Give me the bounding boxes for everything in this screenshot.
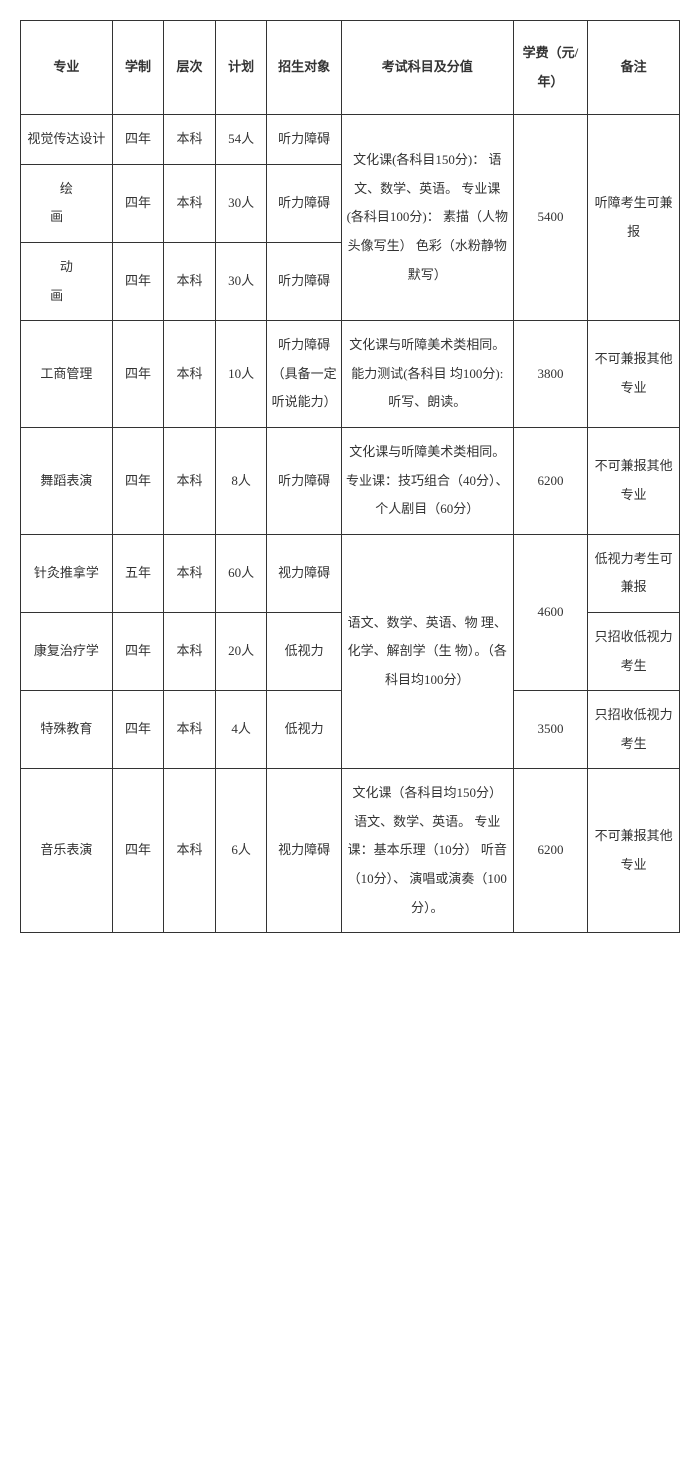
cell-dur: 四年 [112, 691, 164, 769]
cell-fee-med: 4600 [513, 534, 587, 690]
admissions-table: 专业 学制 层次 计划 招生对象 考试科目及分值 学费（元/年） 备注 视觉传达… [20, 20, 680, 933]
cell-exam: 文化课与听障美术类相同。能力测试(各科目 均100分):听写、朗读。 [341, 321, 513, 428]
cell-major: 绘画 [21, 164, 113, 242]
cell-lvl: 本科 [164, 427, 216, 534]
cell-lvl: 本科 [164, 242, 216, 320]
table-row: 舞蹈表演 四年 本科 8人 听力障碍 文化课与听障美术类相同。 专业课：技巧组合… [21, 427, 680, 534]
cell-note-art: 听障考生可兼报 [588, 115, 680, 321]
col-fee: 学费（元/年） [513, 21, 587, 115]
table-row: 视觉传达设计 四年 本科 54人 听力障碍 文化课(各科目150分)： 语文、数… [21, 115, 680, 165]
cell-lvl: 本科 [164, 321, 216, 428]
cell-major: 动画 [21, 242, 113, 320]
cell-plan: 30人 [215, 242, 267, 320]
cell-lvl: 本科 [164, 612, 216, 690]
cell-fee: 3800 [513, 321, 587, 428]
cell-obj: 听力障碍 [267, 164, 341, 242]
cell-dur: 四年 [112, 115, 164, 165]
cell-fee: 6200 [513, 427, 587, 534]
cell-dur: 四年 [112, 769, 164, 933]
cell-exam: 文化课与听障美术类相同。 专业课：技巧组合（40分）、 个人剧目（60分） [341, 427, 513, 534]
col-duration: 学制 [112, 21, 164, 115]
col-plan: 计划 [215, 21, 267, 115]
col-major: 专业 [21, 21, 113, 115]
cell-note: 低视力考生可兼报 [588, 534, 680, 612]
table-row: 音乐表演 四年 本科 6人 视力障碍 文化课（各科目均150分） 语文、数学、英… [21, 769, 680, 933]
cell-obj: 视力障碍 [267, 534, 341, 612]
cell-plan: 10人 [215, 321, 267, 428]
cell-exam-med: 语文、数学、英语、物 理、化学、解剖学（生 物）。（各科目均100分） [341, 534, 513, 769]
cell-obj: 低视力 [267, 691, 341, 769]
col-note: 备注 [588, 21, 680, 115]
cell-note: 不可兼报其他专业 [588, 769, 680, 933]
cell-note: 只招收低视力考生 [588, 612, 680, 690]
cell-major: 特殊教育 [21, 691, 113, 769]
cell-plan: 8人 [215, 427, 267, 534]
cell-note: 不可兼报其他专业 [588, 321, 680, 428]
cell-major: 舞蹈表演 [21, 427, 113, 534]
cell-obj: 听力障碍（具备一定听说能力） [267, 321, 341, 428]
cell-dur: 四年 [112, 427, 164, 534]
cell-lvl: 本科 [164, 691, 216, 769]
cell-exam-art: 文化课(各科目150分)： 语文、数学、英语。 专业课(各科目100分)： 素描… [341, 115, 513, 321]
cell-fee: 3500 [513, 691, 587, 769]
cell-major: 工商管理 [21, 321, 113, 428]
cell-dur: 四年 [112, 321, 164, 428]
cell-exam: 文化课（各科目均150分） 语文、数学、英语。 专业课：基本乐理（10分） 听音… [341, 769, 513, 933]
cell-major: 音乐表演 [21, 769, 113, 933]
cell-fee: 6200 [513, 769, 587, 933]
cell-dur: 四年 [112, 164, 164, 242]
cell-obj: 低视力 [267, 612, 341, 690]
cell-obj: 听力障碍 [267, 115, 341, 165]
cell-dur: 四年 [112, 612, 164, 690]
cell-lvl: 本科 [164, 115, 216, 165]
cell-major: 康复治疗学 [21, 612, 113, 690]
cell-obj: 听力障碍 [267, 427, 341, 534]
cell-note: 只招收低视力考生 [588, 691, 680, 769]
cell-plan: 20人 [215, 612, 267, 690]
col-object: 招生对象 [267, 21, 341, 115]
col-exam: 考试科目及分值 [341, 21, 513, 115]
cell-plan: 30人 [215, 164, 267, 242]
cell-dur: 五年 [112, 534, 164, 612]
cell-dur: 四年 [112, 242, 164, 320]
table-row: 工商管理 四年 本科 10人 听力障碍（具备一定听说能力） 文化课与听障美术类相… [21, 321, 680, 428]
cell-obj: 视力障碍 [267, 769, 341, 933]
cell-fee-art: 5400 [513, 115, 587, 321]
col-level: 层次 [164, 21, 216, 115]
cell-lvl: 本科 [164, 769, 216, 933]
cell-plan: 54人 [215, 115, 267, 165]
cell-plan: 6人 [215, 769, 267, 933]
table-row: 针灸推拿学 五年 本科 60人 视力障碍 语文、数学、英语、物 理、化学、解剖学… [21, 534, 680, 612]
cell-major: 视觉传达设计 [21, 115, 113, 165]
cell-lvl: 本科 [164, 534, 216, 612]
cell-plan: 4人 [215, 691, 267, 769]
header-row: 专业 学制 层次 计划 招生对象 考试科目及分值 学费（元/年） 备注 [21, 21, 680, 115]
cell-major: 针灸推拿学 [21, 534, 113, 612]
cell-obj: 听力障碍 [267, 242, 341, 320]
cell-lvl: 本科 [164, 164, 216, 242]
cell-note: 不可兼报其他专业 [588, 427, 680, 534]
cell-plan: 60人 [215, 534, 267, 612]
